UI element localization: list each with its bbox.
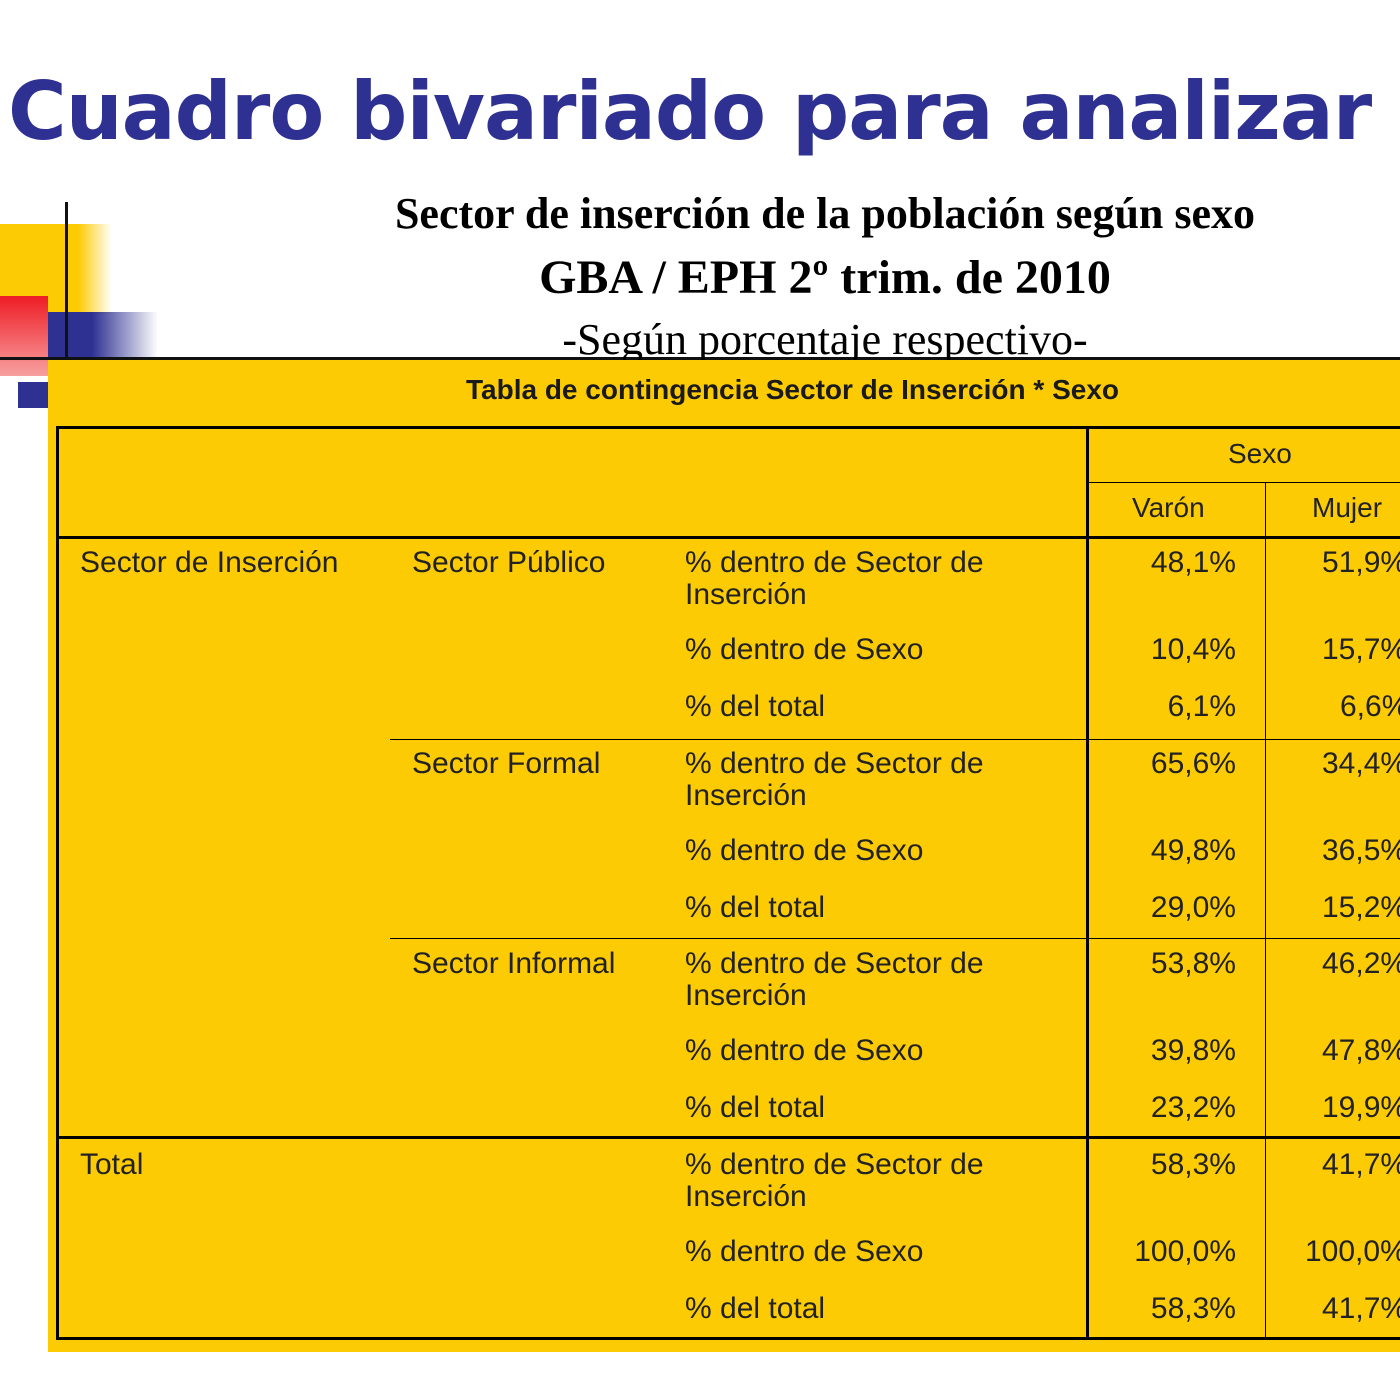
value-cell-mujer: 15,7% xyxy=(1322,633,1400,666)
value-cell-mujer: 47,8% xyxy=(1322,1034,1400,1067)
value-cell-varon: 29,0% xyxy=(1150,891,1236,924)
subtitle-line3: -Según porcentaje respectivo- xyxy=(562,315,1088,360)
value-cell-mujer: 34,4% xyxy=(1322,747,1400,780)
header-sexo: Sexo xyxy=(1228,438,1292,469)
value-cell-varon: 39,8% xyxy=(1150,1034,1236,1067)
table-divider-sector-1 xyxy=(390,739,1400,740)
value-cell-varon: 58,3% xyxy=(1150,1148,1236,1181)
value-cell-varon: 48,1% xyxy=(1150,546,1236,579)
table-divider-cols xyxy=(1265,482,1266,1338)
table-border-top xyxy=(56,426,1400,429)
value-cell-varon: 100,0% xyxy=(1134,1235,1236,1268)
measure-label: % dentro de Sector de Inserción xyxy=(685,747,984,812)
measure-label: % dentro de Sexo xyxy=(685,633,924,666)
row-group-label: Sector de Inserción xyxy=(80,546,339,579)
table-divider-values xyxy=(1086,426,1089,1340)
value-cell-varon: 6,1% xyxy=(1167,690,1236,723)
deco-vertical-line xyxy=(65,202,68,360)
deco-red-square xyxy=(0,296,48,376)
table-panel xyxy=(48,360,1400,1352)
value-cell-mujer: 15,2% xyxy=(1322,891,1400,924)
table-divider-header xyxy=(56,536,1400,539)
measure-label: % dentro de Sector de Inserción xyxy=(685,1148,984,1213)
value-cell-varon: 65,6% xyxy=(1150,747,1236,780)
value-cell-mujer: 46,2% xyxy=(1322,947,1400,980)
measure-label: % dentro de Sexo xyxy=(685,1235,924,1268)
header-mujer: Mujer xyxy=(1312,492,1383,523)
table-divider-total xyxy=(56,1136,1400,1139)
measure-label: % dentro de Sexo xyxy=(685,834,924,867)
table-divider-sexo xyxy=(1089,482,1400,483)
value-cell-varon: 10,4% xyxy=(1150,633,1236,666)
value-cell-mujer: 6,6% xyxy=(1340,690,1400,723)
value-cell-varon: 23,2% xyxy=(1150,1091,1236,1124)
value-cell-mujer: 51,9% xyxy=(1322,546,1400,579)
sector-name: Sector Informal xyxy=(412,947,616,980)
measure-label: % dentro de Sexo xyxy=(685,1034,924,1067)
value-cell-varon: 53,8% xyxy=(1150,947,1236,980)
subtitle-line2: GBA / EPH 2º trim. de 2010 xyxy=(539,251,1111,304)
measure-label: % del total xyxy=(685,1292,826,1325)
sector-name: Sector Formal xyxy=(412,747,601,780)
table-border-left xyxy=(56,426,59,1340)
subtitle-line1: Sector de inserción de la población segú… xyxy=(394,189,1256,238)
value-cell-mujer: 36,5% xyxy=(1322,834,1400,867)
table-border-bottom xyxy=(56,1337,1400,1340)
value-cell-mujer: 100,0% xyxy=(1305,1235,1400,1268)
measure-label: % del total xyxy=(685,1091,826,1124)
measure-label: % dentro de Sector de Inserción xyxy=(685,947,984,1012)
table-caption: Tabla de contingencia Sector de Inserció… xyxy=(466,374,1119,405)
value-cell-mujer: 41,7% xyxy=(1322,1292,1400,1325)
deco-horizontal-line xyxy=(0,357,1400,360)
measure-label: % dentro de Sector de Inserción xyxy=(685,546,984,611)
value-cell-mujer: 19,9% xyxy=(1322,1091,1400,1124)
measure-label: % del total xyxy=(685,690,826,723)
total-label: Total xyxy=(80,1148,144,1181)
measure-label: % del total xyxy=(685,891,826,924)
header-varon: Varón xyxy=(1132,492,1205,523)
value-cell-varon: 58,3% xyxy=(1150,1292,1236,1325)
deco-blue-square xyxy=(18,382,48,408)
value-cell-varon: 49,8% xyxy=(1150,834,1236,867)
table-divider-sector-2 xyxy=(390,938,1400,939)
value-cell-mujer: 41,7% xyxy=(1322,1148,1400,1181)
slide-title: Cuadro bivariado para analizar d xyxy=(8,65,1400,158)
sector-name: Sector Público xyxy=(412,546,606,579)
